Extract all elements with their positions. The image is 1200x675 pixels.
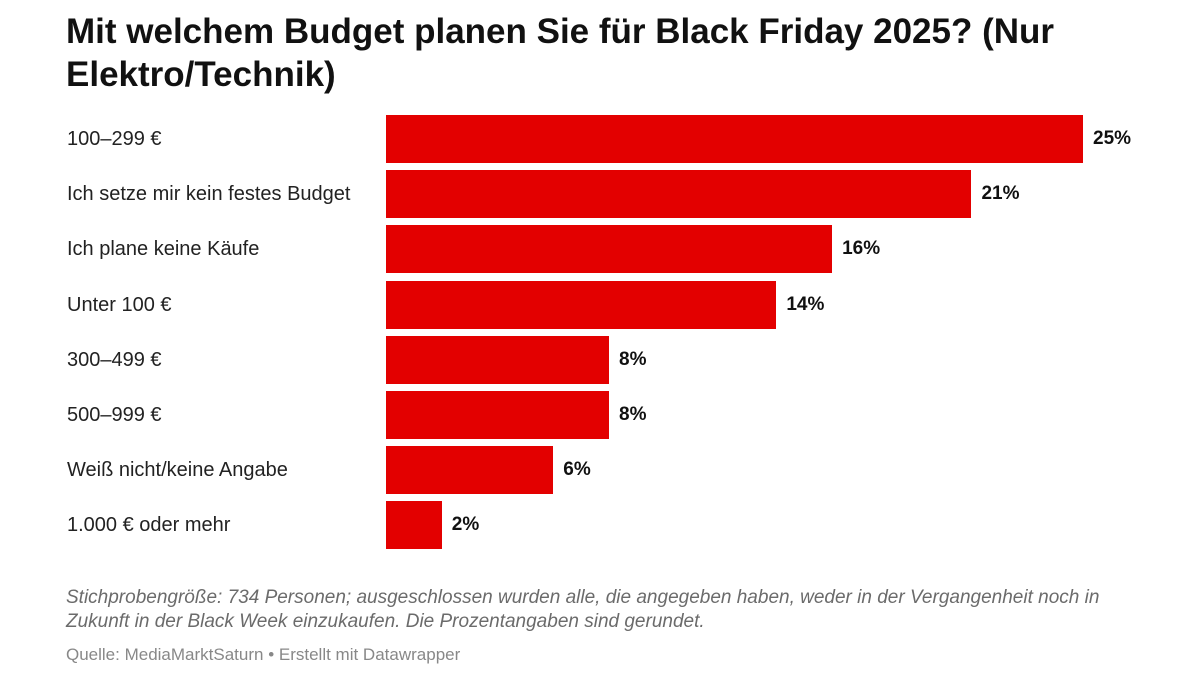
bar xyxy=(386,280,777,329)
chart-notes: Stichprobengröße: 734 Personen; ausgesch… xyxy=(66,587,1100,632)
bar xyxy=(386,225,833,274)
category-label: 500–999 € xyxy=(67,404,162,426)
category-label: 1.000 € oder mehr xyxy=(67,514,231,537)
category-label: 100–299 € xyxy=(67,128,162,150)
value-label: 25% xyxy=(1093,128,1132,149)
category-label: Ich plane keine Käufe xyxy=(67,238,260,261)
chart-title: Mit welchem Budget planen Sie für Black … xyxy=(66,12,1055,94)
bar xyxy=(386,170,972,219)
category-label: Weiß nicht/keine Angabe xyxy=(67,459,288,482)
category-label: 300–499 € xyxy=(67,348,162,371)
value-label: 6% xyxy=(563,459,591,481)
value-label: 2% xyxy=(451,514,480,536)
bar xyxy=(386,115,1083,163)
value-label: 8% xyxy=(619,348,647,370)
bar xyxy=(386,501,442,550)
bar xyxy=(386,391,610,439)
chart-source: Quelle: MediaMarktSaturn • Erstellt mit … xyxy=(66,645,461,664)
category-label: Unter 100 € xyxy=(67,293,172,316)
bar xyxy=(386,335,610,384)
value-label: 14% xyxy=(786,293,825,315)
value-label: 16% xyxy=(842,238,881,260)
bar xyxy=(386,446,554,495)
value-label: 21% xyxy=(981,183,1020,205)
value-label: 8% xyxy=(619,404,647,425)
category-label: Ich setze mir kein festes Budget xyxy=(67,183,351,206)
